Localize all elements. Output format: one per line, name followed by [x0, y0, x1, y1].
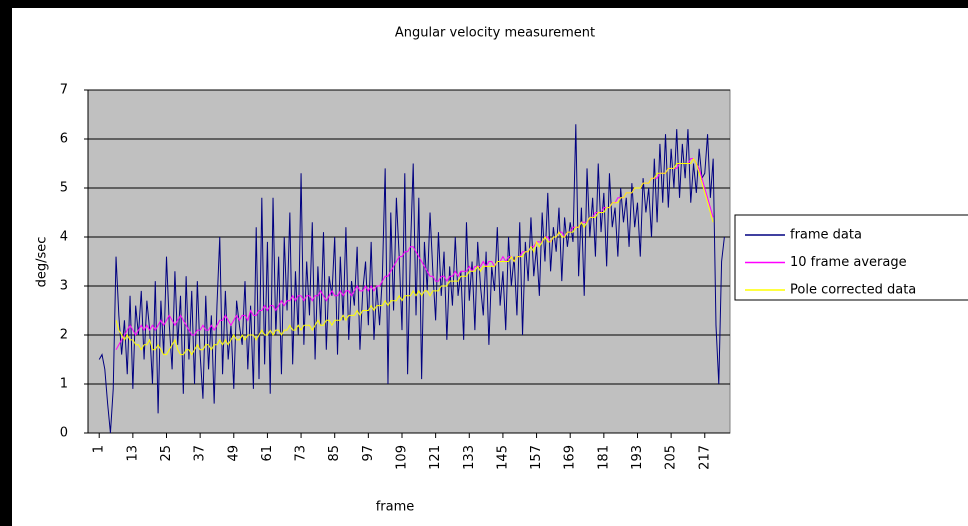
x-tick-label: 193: [630, 445, 645, 470]
x-tick-label: 205: [664, 445, 679, 470]
x-tick-label: 181: [596, 445, 611, 470]
x-tick-label: 49: [226, 445, 241, 462]
x-tick-label: 133: [462, 445, 477, 470]
x-tick-label: 85: [327, 445, 342, 462]
legend-label: Pole corrected data: [790, 283, 916, 298]
y-tick-label: 4: [60, 230, 68, 245]
legend-label: 10 frame average: [790, 255, 907, 270]
x-axis-label: frame: [376, 500, 415, 515]
x-tick-label: 169: [563, 445, 578, 470]
y-tick-label: 2: [60, 328, 68, 343]
series-line: [115, 157, 714, 356]
x-tick-label: 1: [92, 445, 107, 453]
x-tick-label: 157: [529, 445, 544, 470]
x-tick-label: 13: [125, 445, 140, 462]
y-tick-label: 7: [60, 83, 68, 98]
legend-label: frame data: [790, 228, 862, 243]
x-tick-label: 25: [159, 445, 174, 462]
y-tick-label: 6: [60, 132, 68, 147]
x-tick-label: 121: [428, 445, 443, 470]
y-tick-label: 5: [60, 181, 68, 196]
chart-title: Angular velocity measurement: [395, 26, 595, 41]
x-tick-label: 37: [193, 445, 208, 462]
x-tick-label: 217: [697, 445, 712, 470]
x-tick-label: 73: [294, 445, 309, 462]
y-tick-label: 0: [60, 426, 68, 441]
legend: [734, 214, 968, 301]
plot-area: [87, 89, 731, 434]
x-tick-label: 97: [361, 445, 376, 462]
y-axis-label: deg/sec: [35, 237, 50, 288]
y-tick-label: 1: [60, 377, 68, 392]
x-tick-label: 61: [260, 445, 275, 462]
x-tick-label: 145: [495, 445, 510, 470]
x-tick-label: 109: [394, 445, 409, 470]
y-tick-label: 3: [60, 279, 68, 294]
